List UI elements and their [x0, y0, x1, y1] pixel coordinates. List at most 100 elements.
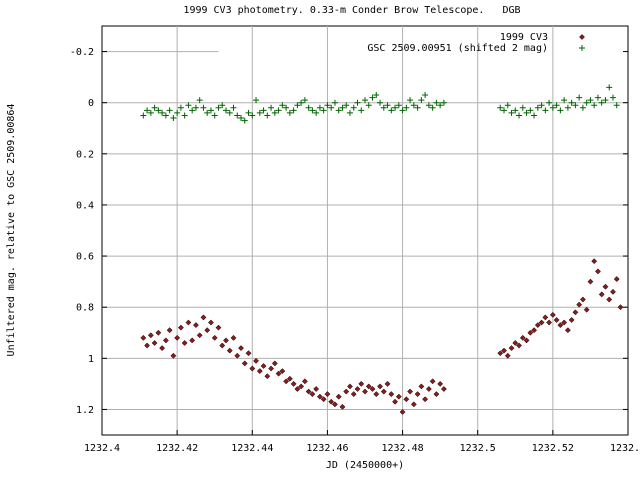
- gsc-point: [546, 99, 553, 106]
- cv3-point: [561, 319, 568, 326]
- gsc-point: [286, 109, 293, 116]
- gsc-point: [253, 97, 260, 104]
- cv3-point: [162, 337, 169, 344]
- cv3-point: [301, 378, 308, 385]
- gsc-point: [147, 109, 154, 116]
- y-tick-label: -0.2: [70, 47, 94, 58]
- cv3-point: [166, 327, 173, 334]
- legend-marker: [579, 45, 585, 51]
- cv3-point: [546, 319, 553, 326]
- axis-ticks: 1232.4 1232.42 1232.44 1232.46 1232.48 1232.5…: [70, 47, 640, 454]
- gsc-point: [245, 109, 252, 116]
- cv3-point: [598, 291, 605, 298]
- cv3-point: [347, 383, 353, 390]
- cv3-point: [591, 258, 598, 265]
- gsc-point: [264, 112, 271, 119]
- gsc-point: [324, 102, 331, 109]
- gsc-point: [331, 99, 338, 106]
- cv3-point: [343, 388, 350, 395]
- gsc-point: [531, 112, 538, 119]
- gsc-point: [234, 112, 241, 119]
- data-series: [140, 84, 624, 415]
- cv3-point: [358, 380, 365, 387]
- gsc-point: [433, 99, 440, 106]
- gsc-point: [290, 107, 297, 114]
- cv3-point: [422, 396, 429, 403]
- cv3-point: [196, 332, 203, 339]
- gsc-point: [196, 97, 203, 104]
- gsc-point: [504, 102, 511, 109]
- gsc-point: [328, 104, 335, 111]
- gsc-point: [425, 102, 432, 109]
- gsc-point: [204, 109, 211, 116]
- cv3-point: [185, 319, 192, 326]
- cv3-point: [501, 347, 507, 354]
- cv3-point: [335, 393, 342, 400]
- cv3-point: [527, 329, 534, 336]
- cv3-point: [579, 296, 586, 303]
- gsc-point: [170, 115, 177, 122]
- cv3-point: [170, 352, 177, 359]
- gsc-point: [437, 102, 444, 109]
- gsc-point: [602, 97, 609, 104]
- gsc-point: [215, 104, 222, 111]
- gsc-point: [579, 104, 586, 111]
- cv3-point: [384, 380, 391, 387]
- cv3-point: [189, 337, 196, 344]
- cv3-point: [534, 322, 541, 329]
- cv3-point: [211, 334, 218, 341]
- cv3-point: [542, 314, 549, 321]
- x-tick-label: 1232.46: [306, 443, 348, 454]
- cv3-point: [264, 373, 271, 380]
- cv3-point: [324, 391, 331, 398]
- gsc-point: [516, 112, 523, 119]
- cv3-point: [516, 342, 522, 349]
- x-tick-label: 1232.42: [156, 443, 198, 454]
- gsc-point: [414, 104, 421, 111]
- gsc-point: [174, 109, 181, 116]
- cv3-point: [283, 378, 290, 385]
- cv3-point: [399, 409, 406, 415]
- cv3-point: [610, 288, 616, 295]
- gsc-point: [606, 84, 613, 91]
- gsc-point: [346, 109, 353, 116]
- cv3-point: [275, 370, 282, 377]
- cv3-point: [523, 337, 530, 344]
- gsc-point: [159, 109, 166, 116]
- cv3-point: [230, 334, 237, 341]
- gsc-point: [534, 104, 541, 111]
- gsc-point: [583, 99, 590, 106]
- x-axis-label: JD (2450000+): [326, 460, 404, 471]
- cv3-point: [286, 375, 293, 382]
- gsc-point: [200, 104, 207, 111]
- legend-marker: [579, 34, 585, 40]
- cv3-point: [268, 365, 275, 372]
- gsc-point: [591, 102, 598, 109]
- y-tick-label: 0.8: [76, 303, 94, 314]
- cv3-point: [538, 319, 545, 326]
- cv3-point: [369, 386, 376, 392]
- cv3-point: [407, 388, 414, 395]
- cv3-point: [576, 301, 583, 308]
- gsc-point: [309, 107, 316, 114]
- gsc-point: [320, 107, 327, 114]
- x-tick-label: 1232.4: [84, 443, 120, 454]
- cv3-point: [440, 386, 447, 392]
- cv3-point: [553, 317, 560, 323]
- cv3-point: [256, 368, 263, 375]
- cv3-point: [316, 393, 323, 400]
- y-tick-label: 0.6: [76, 252, 94, 263]
- gsc-point: [238, 115, 245, 122]
- gsc-point: [189, 107, 196, 114]
- gsc-point: [226, 109, 233, 116]
- series-0: [140, 258, 624, 415]
- gsc-point: [568, 99, 575, 106]
- cv3-point: [309, 391, 316, 398]
- cv3-point: [339, 403, 346, 410]
- cv3-point: [320, 396, 327, 403]
- cv3-point: [354, 386, 361, 392]
- cv3-point: [583, 306, 590, 313]
- y-tick-label: 1.2: [76, 405, 94, 416]
- gsc-point: [358, 107, 365, 114]
- cv3-point: [174, 334, 181, 341]
